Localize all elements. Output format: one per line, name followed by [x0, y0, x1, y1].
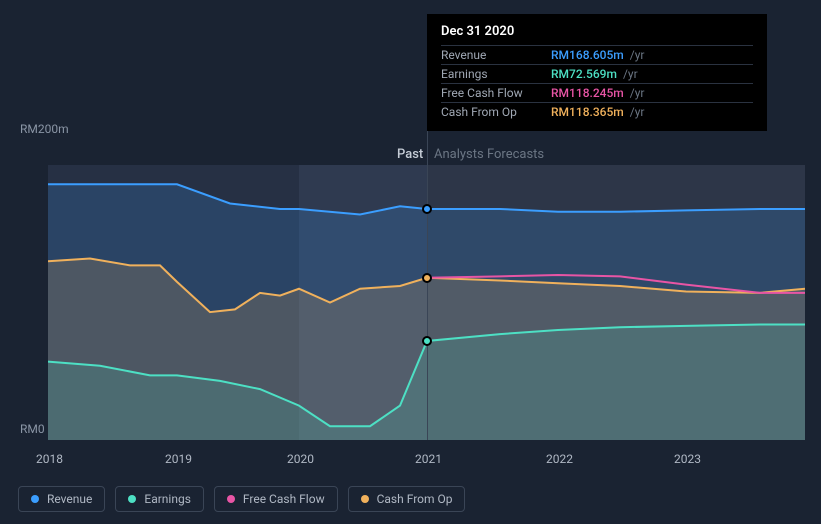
marker-dot: [422, 204, 432, 214]
tooltip-row-fcf: Free Cash Flow RM118.245m /yr: [441, 83, 753, 102]
marker-dot: [422, 273, 432, 283]
x-axis-label: 2023: [674, 452, 701, 466]
legend-item-earnings[interactable]: Earnings: [115, 486, 204, 512]
tooltip-value: RM168.605m: [551, 48, 624, 62]
x-axis-label: 2022: [546, 452, 573, 466]
x-axis-label: 2019: [165, 452, 192, 466]
x-axis-label: 2018: [36, 452, 63, 466]
y-axis-label-min: RM0: [20, 422, 45, 436]
legend-label: Cash From Op: [377, 492, 453, 506]
legend-dot: [31, 495, 39, 503]
tooltip-name: Free Cash Flow: [441, 86, 551, 100]
tooltip-value: RM72.569m: [551, 67, 617, 81]
tooltip-date: Dec 31 2020: [441, 24, 753, 39]
tooltip-name: Revenue: [441, 48, 551, 62]
marker-dot: [422, 336, 432, 346]
legend: Revenue Earnings Free Cash Flow Cash Fro…: [18, 486, 465, 512]
legend-label: Revenue: [47, 492, 92, 506]
legend-label: Free Cash Flow: [243, 492, 325, 506]
y-axis-label-max: RM200m: [20, 122, 69, 136]
legend-dot: [128, 495, 136, 503]
financial-chart: RM200m RM0 Past Analysts Forecasts Dec 3…: [0, 0, 821, 524]
x-axis-label: 2021: [415, 452, 442, 466]
forecast-label: Analysts Forecasts: [434, 147, 544, 162]
x-axis-label: 2020: [287, 452, 314, 466]
tooltip-suffix: /yr: [630, 105, 645, 119]
legend-dot: [361, 495, 369, 503]
tooltip-name: Earnings: [441, 67, 551, 81]
tooltip-row-earnings: Earnings RM72.569m /yr: [441, 64, 753, 83]
tooltip-value: RM118.245m: [551, 86, 624, 100]
legend-item-fcf[interactable]: Free Cash Flow: [214, 486, 338, 512]
legend-label: Earnings: [144, 492, 191, 506]
legend-item-revenue[interactable]: Revenue: [18, 486, 105, 512]
tooltip-name: Cash From Op: [441, 105, 551, 119]
tooltip-row-cfo: Cash From Op RM118.365m /yr: [441, 102, 753, 121]
tooltip-row-revenue: Revenue RM168.605m /yr: [441, 45, 753, 64]
legend-item-cfo[interactable]: Cash From Op: [348, 486, 466, 512]
past-label: Past: [397, 147, 423, 162]
legend-dot: [227, 495, 235, 503]
tooltip-suffix: /yr: [623, 67, 638, 81]
tooltip-suffix: /yr: [630, 48, 645, 62]
tooltip-suffix: /yr: [630, 86, 645, 100]
tooltip: Dec 31 2020 Revenue RM168.605m /yr Earni…: [427, 14, 767, 131]
tooltip-value: RM118.365m: [551, 105, 624, 119]
